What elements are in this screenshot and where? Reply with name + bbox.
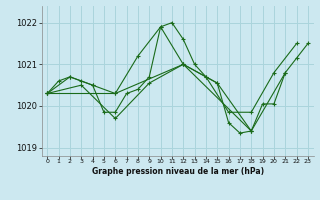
X-axis label: Graphe pression niveau de la mer (hPa): Graphe pression niveau de la mer (hPa) [92,167,264,176]
